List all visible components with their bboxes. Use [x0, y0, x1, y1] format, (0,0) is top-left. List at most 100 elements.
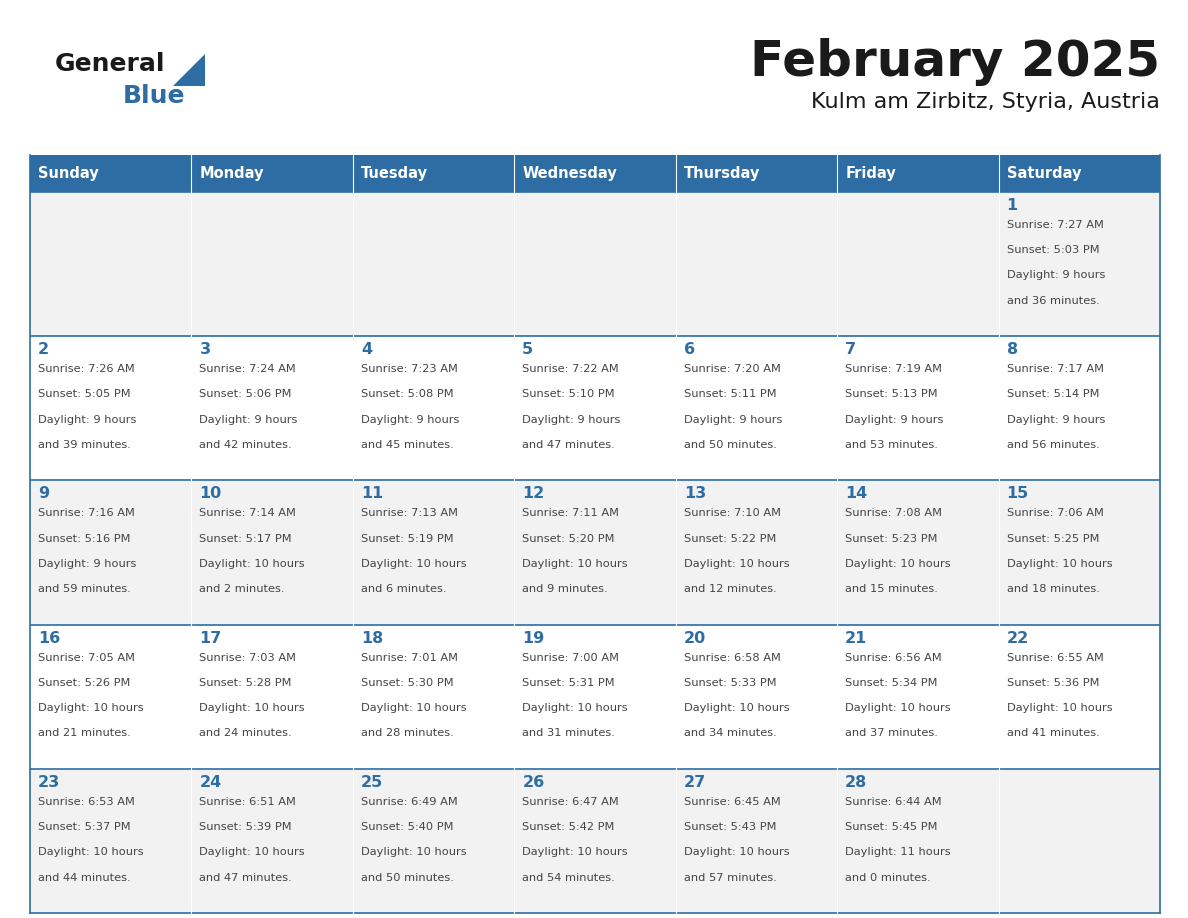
Text: Sunset: 5:34 PM: Sunset: 5:34 PM [845, 677, 937, 688]
Text: Daylight: 9 hours: Daylight: 9 hours [523, 415, 620, 425]
Bar [30, 480, 1159, 624]
Text: General: General [55, 52, 165, 76]
Text: and 0 minutes.: and 0 minutes. [845, 872, 930, 882]
Text: Daylight: 9 hours: Daylight: 9 hours [845, 415, 943, 425]
Text: Sunrise: 7:17 AM: Sunrise: 7:17 AM [1006, 364, 1104, 375]
Text: Daylight: 9 hours: Daylight: 9 hours [200, 415, 298, 425]
Text: Sunrise: 7:20 AM: Sunrise: 7:20 AM [684, 364, 781, 375]
Text: and 37 minutes.: and 37 minutes. [845, 728, 939, 738]
Text: Daylight: 11 hours: Daylight: 11 hours [845, 847, 950, 857]
Text: 5: 5 [523, 342, 533, 357]
Text: and 28 minutes.: and 28 minutes. [361, 728, 454, 738]
Text: 11: 11 [361, 487, 383, 501]
Text: Daylight: 10 hours: Daylight: 10 hours [684, 847, 789, 857]
Text: 6: 6 [684, 342, 695, 357]
Text: and 31 minutes.: and 31 minutes. [523, 728, 615, 738]
Text: Daylight: 10 hours: Daylight: 10 hours [845, 559, 950, 569]
Text: Sunset: 5:13 PM: Sunset: 5:13 PM [845, 389, 937, 399]
Text: Sunrise: 7:11 AM: Sunrise: 7:11 AM [523, 509, 619, 519]
Text: and 12 minutes.: and 12 minutes. [684, 584, 777, 594]
Text: Sunrise: 7:23 AM: Sunrise: 7:23 AM [361, 364, 457, 375]
Text: Daylight: 10 hours: Daylight: 10 hours [361, 703, 467, 713]
Text: Daylight: 10 hours: Daylight: 10 hours [523, 559, 628, 569]
Bar [30, 336, 1159, 480]
Text: Sunset: 5:11 PM: Sunset: 5:11 PM [684, 389, 776, 399]
Text: 1: 1 [1006, 198, 1018, 213]
Text: 26: 26 [523, 775, 544, 789]
Text: Sunrise: 7:19 AM: Sunrise: 7:19 AM [845, 364, 942, 375]
Text: Daylight: 9 hours: Daylight: 9 hours [38, 559, 137, 569]
Text: Daylight: 10 hours: Daylight: 10 hours [523, 847, 628, 857]
Text: and 56 minutes.: and 56 minutes. [1006, 440, 1099, 450]
Text: Daylight: 10 hours: Daylight: 10 hours [523, 703, 628, 713]
Text: 24: 24 [200, 775, 222, 789]
Polygon shape [173, 54, 206, 86]
Text: Daylight: 9 hours: Daylight: 9 hours [684, 415, 782, 425]
Text: and 2 minutes.: and 2 minutes. [200, 584, 285, 594]
Text: and 47 minutes.: and 47 minutes. [523, 440, 615, 450]
Text: 25: 25 [361, 775, 383, 789]
Text: Sunrise: 6:47 AM: Sunrise: 6:47 AM [523, 797, 619, 807]
Text: and 18 minutes.: and 18 minutes. [1006, 584, 1099, 594]
Text: Saturday: Saturday [1006, 166, 1081, 181]
Text: Daylight: 10 hours: Daylight: 10 hours [200, 847, 305, 857]
Text: and 15 minutes.: and 15 minutes. [845, 584, 939, 594]
Text: 10: 10 [200, 487, 222, 501]
Text: Daylight: 10 hours: Daylight: 10 hours [38, 847, 144, 857]
Text: Sunrise: 6:44 AM: Sunrise: 6:44 AM [845, 797, 942, 807]
Text: and 50 minutes.: and 50 minutes. [684, 440, 777, 450]
Text: and 57 minutes.: and 57 minutes. [684, 872, 777, 882]
Text: Daylight: 10 hours: Daylight: 10 hours [200, 559, 305, 569]
Text: Sunset: 5:37 PM: Sunset: 5:37 PM [38, 822, 131, 832]
Text: Sunset: 5:39 PM: Sunset: 5:39 PM [200, 822, 292, 832]
Text: Daylight: 10 hours: Daylight: 10 hours [1006, 703, 1112, 713]
Text: and 59 minutes.: and 59 minutes. [38, 584, 131, 594]
Bar [30, 768, 1159, 913]
Text: 15: 15 [1006, 487, 1029, 501]
Text: 20: 20 [684, 631, 706, 645]
Text: 28: 28 [845, 775, 867, 789]
Text: Sunrise: 7:24 AM: Sunrise: 7:24 AM [200, 364, 296, 375]
Text: and 34 minutes.: and 34 minutes. [684, 728, 777, 738]
Text: and 53 minutes.: and 53 minutes. [845, 440, 939, 450]
Text: 19: 19 [523, 631, 544, 645]
Text: Daylight: 9 hours: Daylight: 9 hours [38, 415, 137, 425]
Text: Kulm am Zirbitz, Styria, Austria: Kulm am Zirbitz, Styria, Austria [811, 92, 1159, 112]
Text: Sunset: 5:45 PM: Sunset: 5:45 PM [845, 822, 937, 832]
Text: Daylight: 10 hours: Daylight: 10 hours [200, 703, 305, 713]
Text: Sunset: 5:20 PM: Sunset: 5:20 PM [523, 533, 614, 543]
Text: and 54 minutes.: and 54 minutes. [523, 872, 615, 882]
Text: 8: 8 [1006, 342, 1018, 357]
Text: Sunset: 5:17 PM: Sunset: 5:17 PM [200, 533, 292, 543]
Text: Sunset: 5:36 PM: Sunset: 5:36 PM [1006, 677, 1099, 688]
Text: 18: 18 [361, 631, 383, 645]
Text: Sunset: 5:10 PM: Sunset: 5:10 PM [523, 389, 615, 399]
Text: Sunset: 5:08 PM: Sunset: 5:08 PM [361, 389, 454, 399]
Text: and 41 minutes.: and 41 minutes. [1006, 728, 1099, 738]
Text: Sunrise: 7:05 AM: Sunrise: 7:05 AM [38, 653, 135, 663]
Text: Sunset: 5:19 PM: Sunset: 5:19 PM [361, 533, 454, 543]
Text: and 44 minutes.: and 44 minutes. [38, 872, 131, 882]
Text: and 39 minutes.: and 39 minutes. [38, 440, 131, 450]
Text: Sunrise: 6:53 AM: Sunrise: 6:53 AM [38, 797, 135, 807]
Text: Sunrise: 7:14 AM: Sunrise: 7:14 AM [200, 509, 296, 519]
Bar [30, 155, 1159, 192]
Text: Sunset: 5:28 PM: Sunset: 5:28 PM [200, 677, 292, 688]
Text: Daylight: 10 hours: Daylight: 10 hours [684, 559, 789, 569]
Text: Sunset: 5:43 PM: Sunset: 5:43 PM [684, 822, 776, 832]
Text: and 42 minutes.: and 42 minutes. [200, 440, 292, 450]
Text: Sunrise: 6:56 AM: Sunrise: 6:56 AM [845, 653, 942, 663]
Text: Sunset: 5:30 PM: Sunset: 5:30 PM [361, 677, 454, 688]
Text: Sunrise: 7:27 AM: Sunrise: 7:27 AM [1006, 220, 1104, 230]
Text: Sunrise: 7:26 AM: Sunrise: 7:26 AM [38, 364, 134, 375]
Text: and 45 minutes.: and 45 minutes. [361, 440, 454, 450]
Text: Daylight: 10 hours: Daylight: 10 hours [361, 559, 467, 569]
Text: 27: 27 [684, 775, 706, 789]
Text: Friday: Friday [845, 166, 896, 181]
Text: and 21 minutes.: and 21 minutes. [38, 728, 131, 738]
Text: Sunrise: 7:22 AM: Sunrise: 7:22 AM [523, 364, 619, 375]
Text: Sunrise: 6:51 AM: Sunrise: 6:51 AM [200, 797, 296, 807]
Text: Tuesday: Tuesday [361, 166, 428, 181]
Text: Sunrise: 6:58 AM: Sunrise: 6:58 AM [684, 653, 781, 663]
Text: Daylight: 9 hours: Daylight: 9 hours [1006, 271, 1105, 281]
